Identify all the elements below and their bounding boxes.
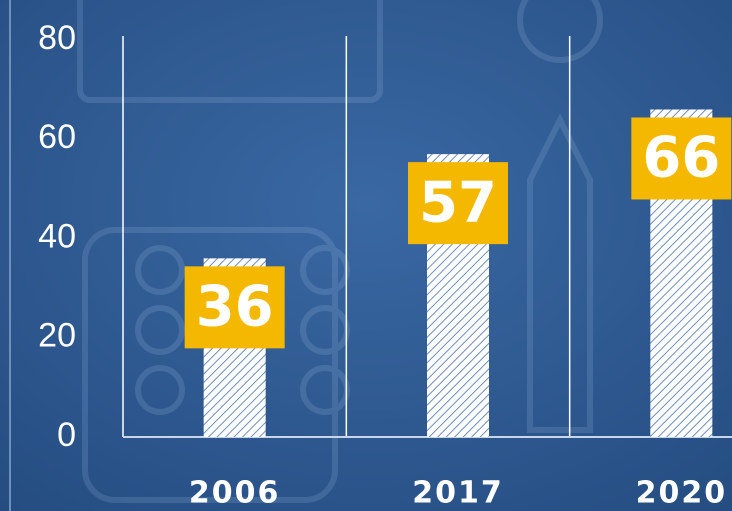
page: 020406080200636201757202066 (() => { con… — [0, 0, 732, 511]
value-label: 66 — [642, 126, 720, 191]
x-tick-label: 2020 — [636, 476, 728, 511]
y-tick-label: 0 — [57, 416, 76, 454]
y-tick-label: 40 — [38, 217, 76, 255]
value-label: 57 — [419, 170, 497, 235]
background — [0, 0, 732, 511]
y-tick-label: 20 — [38, 317, 76, 355]
chart: 0 20 40 60 80 2006 36 2017 57 2020 66 — [0, 0, 732, 511]
value-label: 36 — [196, 274, 274, 339]
y-tick-label: 60 — [38, 118, 76, 156]
x-tick-label: 2017 — [412, 476, 504, 511]
y-tick-label: 80 — [38, 19, 76, 57]
x-tick-label: 2006 — [189, 476, 281, 511]
